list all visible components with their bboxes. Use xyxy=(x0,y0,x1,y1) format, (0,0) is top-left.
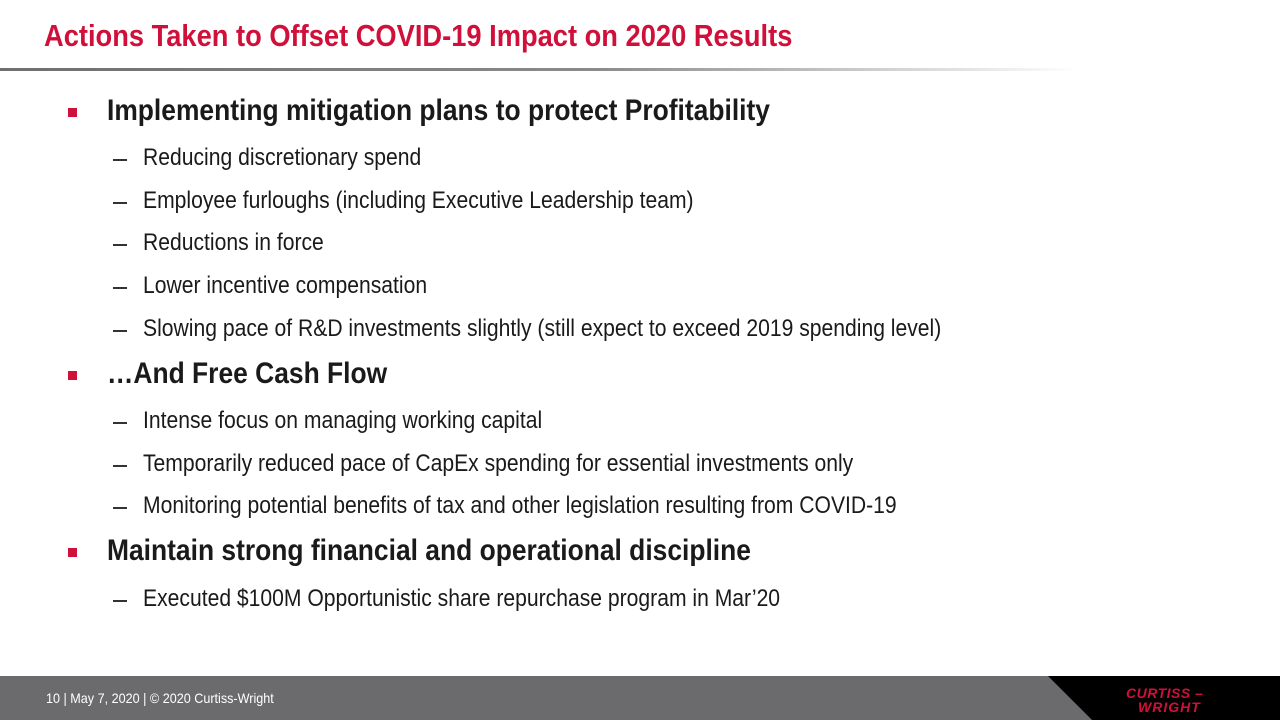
bullet-square-icon xyxy=(68,371,77,380)
title-divider xyxy=(0,68,1080,71)
dash-icon xyxy=(113,330,127,332)
list-item: Employee furloughs (including Executive … xyxy=(143,187,694,214)
dash-icon xyxy=(113,600,127,602)
dash-icon xyxy=(113,244,127,246)
list-item: Slowing pace of R&D investments slightly… xyxy=(143,315,942,342)
bullet-square-icon xyxy=(68,108,77,117)
dash-icon xyxy=(113,287,127,289)
bullet-square-icon xyxy=(68,548,77,557)
dash-icon xyxy=(113,422,127,424)
dash-icon xyxy=(113,202,127,204)
footer-bar: 10 | May 7, 2020 | © 2020 Curtiss-Wright xyxy=(0,676,1280,720)
list-item: Executed $100M Opportunistic share repur… xyxy=(143,585,781,612)
list-item: Reductions in force xyxy=(143,229,324,256)
dash-icon xyxy=(113,159,127,161)
logo-line2: WRIGHT xyxy=(1138,699,1201,714)
section-heading: Implementing mitigation plans to protect… xyxy=(107,94,770,127)
slide-title: Actions Taken to Offset COVID-19 Impact … xyxy=(44,18,793,53)
dash-icon xyxy=(113,507,127,509)
curtiss-wright-logo: CURTISS – WRIGHT xyxy=(1126,686,1203,714)
list-item: Reducing discretionary spend xyxy=(143,144,422,171)
logo-line1: CURTISS – xyxy=(1126,686,1203,701)
section-heading: …And Free Cash Flow xyxy=(107,357,388,390)
footer-logo-panel xyxy=(1048,676,1280,720)
section-heading: Maintain strong financial and operationa… xyxy=(107,534,751,567)
list-item: Monitoring potential benefits of tax and… xyxy=(143,492,897,519)
list-item: Temporarily reduced pace of CapEx spendi… xyxy=(143,450,854,477)
list-item: Intense focus on managing working capita… xyxy=(143,407,543,434)
list-item: Lower incentive compensation xyxy=(143,272,428,299)
footer-text: 10 | May 7, 2020 | © 2020 Curtiss-Wright xyxy=(46,690,274,706)
dash-icon xyxy=(113,465,127,467)
